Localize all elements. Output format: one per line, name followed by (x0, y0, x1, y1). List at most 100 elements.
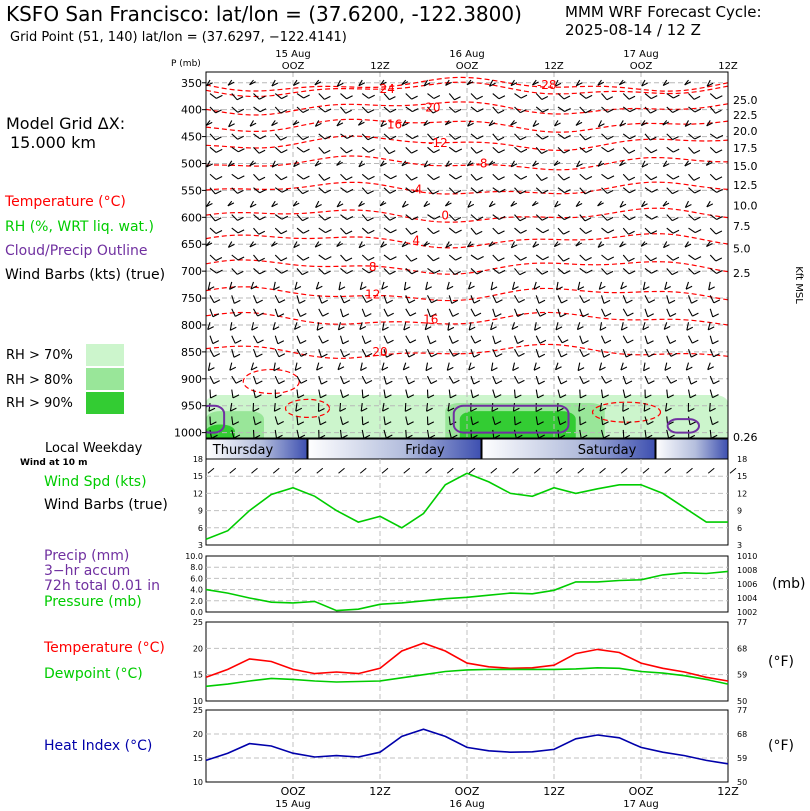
wind-barb-flag (345, 257, 353, 262)
wind-barb (249, 200, 254, 208)
wind-barb (361, 308, 366, 317)
wind-barb (642, 281, 646, 290)
wind-barb (253, 93, 260, 100)
wind-barb (492, 173, 499, 181)
wind-barb-flag (627, 339, 634, 344)
wind-barb-flag (496, 299, 503, 304)
wind-barb (427, 146, 434, 154)
wind-barb (448, 375, 454, 384)
wind-barb (492, 254, 499, 262)
wind-barb-flag (430, 353, 438, 358)
wind-barb-flag (491, 367, 498, 372)
wind-barb (513, 416, 516, 425)
wind-barb (597, 241, 602, 248)
wind-barb-flag (453, 352, 460, 357)
wind-barb (511, 281, 516, 290)
wind-barb (557, 187, 565, 194)
wind-barb (405, 268, 413, 275)
wind-barb-flag (585, 109, 592, 114)
wind-barb-flag (256, 299, 263, 304)
surface-wind-barb (251, 467, 258, 474)
wind-barb-flag (578, 407, 586, 412)
wind-barb-flag (389, 216, 397, 221)
wind-barb (492, 389, 496, 398)
wind-barb (470, 349, 475, 358)
wind-barb (383, 375, 387, 385)
wind-barb (732, 255, 738, 260)
wind-barb-flag (381, 366, 389, 371)
wind-barb-flag (322, 339, 329, 344)
wind-barb-flag (650, 136, 657, 141)
wind-barb-flag (583, 353, 590, 358)
temp-contour-label: 24 (380, 82, 395, 96)
wind-barb-flag (466, 81, 474, 86)
wind-barb (427, 348, 432, 357)
wind-barb-flag (336, 243, 343, 247)
wind-barb-flag (323, 176, 331, 181)
wind-barb-flag (475, 230, 483, 235)
surface-wind-barb (490, 467, 498, 474)
legend-rh: RH (%, WRT liq. wat.) (5, 219, 154, 235)
wind-barb-flag (672, 229, 680, 234)
wind-barb (339, 389, 344, 398)
wind-barb (274, 416, 279, 425)
wind-barb (448, 214, 456, 221)
wind-barb (688, 106, 696, 113)
wind-barb-flag (445, 202, 452, 207)
wind-barb-flag (597, 162, 605, 167)
pressure-tick-label: 850 (181, 346, 202, 359)
wind-barb-flag (603, 299, 611, 304)
wind-barb (576, 160, 581, 168)
wind-barb (666, 173, 674, 180)
wind-barb-flag (668, 299, 676, 304)
right-tick-label: 6 (737, 524, 742, 533)
surface-wind-barb (686, 467, 693, 474)
wind-barb-flag (648, 299, 656, 304)
wind-barb-flag (346, 216, 354, 220)
wind-barb (358, 79, 363, 86)
wind-barb (252, 348, 257, 358)
wind-barb-flag (628, 230, 635, 235)
wind-barb-flag (650, 149, 658, 154)
wind-barb-flag (358, 202, 365, 207)
top-time-label: OOZ (282, 61, 305, 72)
wind-barb (336, 200, 341, 208)
wind-barb (209, 348, 215, 357)
wind-barb (296, 106, 304, 113)
wind-barb-flag (651, 188, 658, 193)
wind-barb (445, 241, 450, 248)
wind-barb (427, 375, 432, 384)
wind-barb (253, 214, 260, 221)
right-tick-label: 59 (737, 671, 747, 680)
wind-barb (447, 402, 450, 412)
wind-barb (622, 375, 627, 385)
pressure-unit: (mb) (772, 576, 806, 592)
wind-barb (601, 308, 606, 317)
wind-barb-flag (207, 326, 214, 331)
wind-barb-flag (232, 394, 240, 399)
wind-barb-flag (539, 312, 547, 317)
wind-barb-flag (628, 149, 636, 154)
wind-barb (231, 429, 235, 438)
wind-barb-flag (602, 394, 609, 399)
wind-barb-flag (365, 313, 372, 318)
wind-barb-flag (358, 121, 365, 126)
wind-barb (534, 322, 537, 331)
wind-barb-flag (230, 407, 237, 412)
wind-barb (730, 322, 732, 329)
wind-barb (490, 281, 494, 291)
wind-barb-flag (234, 339, 242, 344)
wind-barb (556, 281, 559, 290)
pressure-tick-label: 350 (181, 77, 202, 90)
wind-barb-flag (576, 163, 583, 168)
wind-barb-flag (519, 136, 527, 141)
wind-barb (340, 173, 347, 181)
wind-barb-flag (234, 299, 241, 304)
wind-barb (209, 389, 212, 399)
wind-barb (600, 416, 604, 425)
wind-barb-flag (342, 340, 350, 345)
wind-barb-flag (647, 313, 654, 318)
wind-barb (427, 227, 434, 235)
wind-barb-flag (382, 407, 389, 412)
wind-barb (644, 93, 652, 100)
